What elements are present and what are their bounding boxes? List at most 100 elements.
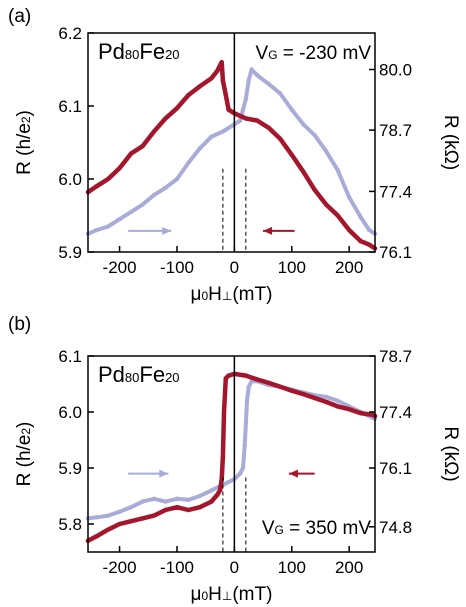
data-point	[174, 176, 180, 182]
data-point	[209, 76, 214, 81]
annotation-left-a: Pd80Fe20	[98, 39, 180, 64]
y-right-tick-label: 78.7	[379, 347, 412, 366]
data-point	[226, 107, 231, 112]
data-point	[105, 176, 111, 182]
data-point	[186, 160, 191, 166]
data-point	[220, 454, 226, 459]
annotation-right-a: VG = -230 mV	[256, 43, 372, 64]
y-ticks-left-b: 5.8 5.9 6.0 6.1	[58, 347, 94, 534]
y-right-tick-label: 76.1	[379, 243, 412, 262]
data-point	[289, 107, 294, 112]
data-point	[358, 238, 363, 244]
y-tick-label: 6.1	[58, 97, 82, 116]
data-point	[128, 505, 134, 510]
y-right-tick-label: 78.7	[379, 121, 412, 140]
data-point	[335, 213, 340, 218]
series-layer-b	[85, 371, 378, 544]
data-point	[240, 465, 246, 471]
data-point	[266, 81, 271, 87]
data-point	[94, 227, 99, 233]
data-point	[324, 149, 329, 154]
y-right-tick-label: 74.8	[379, 518, 412, 537]
data-point	[358, 214, 363, 220]
x-tick-label: 100	[278, 258, 306, 277]
x-tick-label: 0	[230, 558, 239, 577]
data-point	[347, 227, 352, 233]
data-point	[335, 404, 340, 409]
data-point	[242, 443, 247, 448]
data-point	[117, 521, 122, 527]
x-axis-label-a: μ0H⊥(mT)	[191, 284, 273, 305]
sweep-arrow-right	[128, 226, 172, 235]
y-axis-label-right-b: R (kΩ)	[440, 426, 461, 481]
y-tick-label: 5.9	[58, 459, 82, 478]
data-point	[289, 152, 294, 158]
data-point	[105, 527, 111, 532]
data-point	[117, 509, 122, 514]
data-point	[151, 129, 157, 134]
x-tick-label: -100	[160, 558, 194, 577]
data-point	[335, 398, 340, 403]
data-point	[128, 209, 134, 215]
y-ticks-right-a: 76.1 77.4 78.7 80.0	[369, 61, 412, 262]
y-tick-label: 5.9	[58, 243, 82, 262]
data-point	[209, 488, 214, 493]
y-tick-label: 6.0	[58, 170, 82, 189]
y-ticks-left-a: 5.9 6.0 6.1 6.2	[58, 24, 94, 262]
y-axis-label-b: R (h/e2)	[14, 422, 35, 487]
data-point	[163, 499, 168, 504]
data-point	[324, 202, 329, 207]
data-point	[186, 92, 191, 98]
annotation-right-b: VG = 350 mV	[262, 518, 371, 539]
data-point	[278, 91, 283, 96]
data-point	[197, 146, 203, 151]
data-point	[249, 67, 254, 72]
data-point	[237, 471, 243, 476]
data-point	[278, 384, 283, 389]
data-point	[163, 116, 168, 121]
data-point	[324, 399, 329, 405]
series-layer-a	[85, 59, 378, 251]
x-ticks-a: -200 -100 0 100 200	[103, 246, 363, 277]
data-point	[223, 376, 228, 381]
panel-label-b: (b)	[8, 314, 31, 335]
y-axis-label-right-a: R (kΩ)	[440, 115, 461, 170]
x-tick-label: -200	[103, 258, 137, 277]
y-axis-label-a: R (h/e2)	[14, 110, 35, 175]
data-point	[220, 129, 226, 134]
data-point	[246, 384, 251, 389]
y-tick-label: 5.8	[58, 515, 82, 534]
x-tick-label: 100	[278, 558, 306, 577]
data-point	[94, 515, 99, 520]
data-point	[301, 122, 306, 127]
data-point	[117, 165, 122, 171]
data-point	[151, 496, 157, 501]
x-ticks-b: -200 -100 0 100 200	[103, 546, 363, 577]
data-point	[240, 107, 246, 112]
data-point	[312, 133, 317, 138]
data-point	[140, 144, 145, 149]
data-point	[197, 505, 203, 510]
data-point	[151, 513, 157, 518]
panel-label-a: (a)	[8, 6, 31, 27]
data-point	[243, 96, 249, 101]
data-point	[140, 202, 145, 207]
data-point	[358, 410, 363, 416]
y-tick-label: 6.2	[58, 24, 82, 43]
y-right-tick-label: 77.4	[379, 182, 412, 201]
data-point	[215, 68, 220, 74]
data-point	[367, 242, 372, 247]
annotation-left-b: Pd80Fe20	[98, 362, 180, 387]
data-point	[174, 505, 180, 510]
data-point	[246, 78, 251, 83]
x-tick-label: -200	[103, 558, 137, 577]
data-point	[266, 125, 271, 131]
data-point	[301, 391, 306, 397]
data-point	[117, 217, 122, 222]
data-point	[163, 185, 168, 190]
data-point	[215, 492, 220, 498]
data-point	[163, 507, 168, 513]
chart-panel-b: (b) -200 -100 0 100 200 5.8 5.9 6.0 6.1 74.8 76.…	[8, 314, 461, 605]
chart-panel-a: (a) -200 -100 0 100 200 5.9 6.0 6.1 6.2 76.1 77.…	[8, 6, 461, 305]
